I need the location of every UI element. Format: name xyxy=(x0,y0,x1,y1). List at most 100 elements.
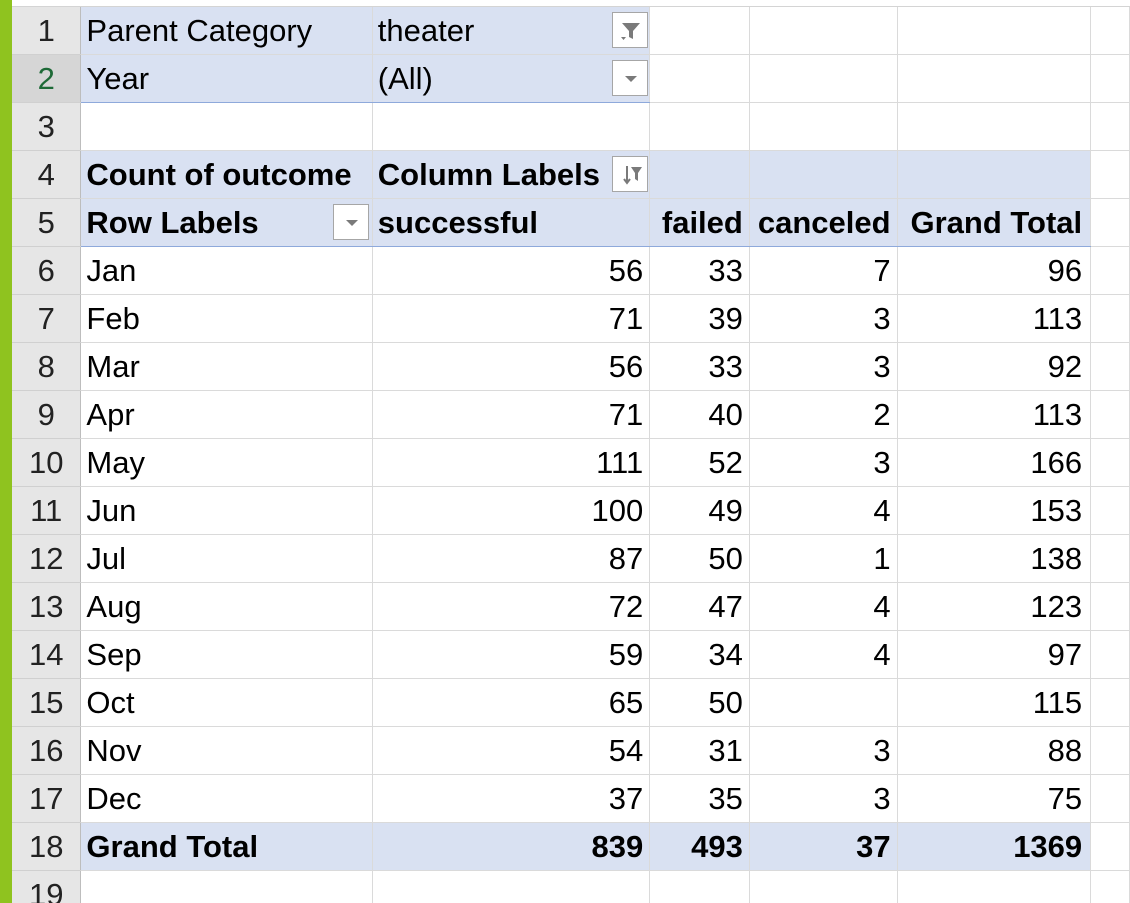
cell[interactable] xyxy=(1090,870,1130,903)
dropdown-arrow-icon[interactable] xyxy=(332,204,369,240)
value-canceled[interactable]: 3 xyxy=(749,774,898,823)
row-header[interactable]: 12 xyxy=(12,534,82,583)
cell[interactable] xyxy=(1090,438,1130,487)
cell[interactable] xyxy=(649,102,750,151)
cell[interactable] xyxy=(80,102,373,151)
value-grand-total[interactable]: 75 xyxy=(897,774,1092,823)
value-successful[interactable]: 59 xyxy=(372,630,651,679)
row-header[interactable]: 1 xyxy=(12,7,82,55)
value-failed[interactable]: 47 xyxy=(649,582,750,631)
row-label-cell[interactable]: Sep xyxy=(80,630,373,679)
value-grand-total[interactable]: 115 xyxy=(897,678,1092,727)
value-successful[interactable]: 37 xyxy=(372,774,651,823)
value-failed[interactable]: 35 xyxy=(649,774,750,823)
cell[interactable] xyxy=(1090,102,1130,151)
cell[interactable] xyxy=(749,54,898,103)
cell[interactable] xyxy=(897,7,1092,55)
row-header[interactable]: 6 xyxy=(12,246,82,295)
value-grand-total[interactable]: 96 xyxy=(897,246,1092,295)
cell[interactable] xyxy=(372,102,651,151)
row-header[interactable]: 13 xyxy=(12,582,82,631)
value-failed[interactable]: 50 xyxy=(649,678,750,727)
grand-total-successful[interactable]: 839 xyxy=(372,822,651,871)
row-header[interactable]: 18 xyxy=(12,822,82,871)
row-label-cell[interactable]: Jun xyxy=(80,486,373,535)
value-canceled[interactable] xyxy=(749,678,898,727)
grand-total-failed[interactable]: 493 xyxy=(649,822,750,871)
cell[interactable] xyxy=(1090,534,1130,583)
cell[interactable] xyxy=(749,870,898,903)
cell[interactable] xyxy=(1090,726,1130,775)
row-label-cell[interactable]: Mar xyxy=(80,342,373,391)
row-header[interactable]: 5 xyxy=(12,198,82,247)
row-header[interactable]: 11 xyxy=(12,486,82,535)
row-label-cell[interactable]: Nov xyxy=(80,726,373,775)
cell[interactable] xyxy=(1090,7,1130,55)
column-header-successful[interactable]: successful xyxy=(372,198,651,247)
value-grand-total[interactable]: 153 xyxy=(897,486,1092,535)
dropdown-arrow-icon[interactable] xyxy=(612,60,649,96)
column-labels-header[interactable]: Column Labels xyxy=(372,150,651,199)
value-canceled[interactable]: 1 xyxy=(749,534,898,583)
value-canceled[interactable]: 4 xyxy=(749,630,898,679)
cell[interactable] xyxy=(1090,678,1130,727)
row-label-cell[interactable]: Apr xyxy=(80,390,373,439)
cell[interactable] xyxy=(649,870,750,903)
row-header[interactable]: 10 xyxy=(12,438,82,487)
value-successful[interactable]: 72 xyxy=(372,582,651,631)
value-successful[interactable]: 71 xyxy=(372,390,651,439)
cell[interactable] xyxy=(749,7,898,55)
cell[interactable] xyxy=(1090,294,1130,343)
cell[interactable] xyxy=(1090,198,1130,247)
filter-applied-icon[interactable] xyxy=(612,12,649,48)
value-failed[interactable]: 39 xyxy=(649,294,750,343)
pivot-values-label[interactable]: Count of outcome xyxy=(80,150,373,199)
value-failed[interactable]: 33 xyxy=(649,342,750,391)
value-failed[interactable]: 50 xyxy=(649,534,750,583)
row-label-cell[interactable]: Aug xyxy=(80,582,373,631)
grand-total-canceled[interactable]: 37 xyxy=(749,822,898,871)
column-header-grand-total[interactable]: Grand Total xyxy=(897,198,1092,247)
cell[interactable] xyxy=(649,7,750,55)
pivot-header-cell[interactable] xyxy=(749,150,898,199)
value-grand-total[interactable]: 88 xyxy=(897,726,1092,775)
value-canceled[interactable]: 2 xyxy=(749,390,898,439)
value-failed[interactable]: 52 xyxy=(649,438,750,487)
value-successful[interactable]: 87 xyxy=(372,534,651,583)
value-canceled[interactable]: 4 xyxy=(749,582,898,631)
row-header[interactable]: 3 xyxy=(12,102,82,151)
row-label-cell[interactable]: Dec xyxy=(80,774,373,823)
cell[interactable] xyxy=(1090,390,1130,439)
cell[interactable] xyxy=(1090,246,1130,295)
filter-value-cell[interactable]: (All) xyxy=(372,54,651,103)
value-successful[interactable]: 56 xyxy=(372,246,651,295)
row-header[interactable]: 4 xyxy=(12,150,82,199)
row-header[interactable]: 2 xyxy=(12,54,82,103)
row-label-cell[interactable]: Jan xyxy=(80,246,373,295)
value-successful[interactable]: 111 xyxy=(372,438,651,487)
cell[interactable] xyxy=(897,54,1092,103)
value-failed[interactable]: 34 xyxy=(649,630,750,679)
value-failed[interactable]: 49 xyxy=(649,486,750,535)
value-failed[interactable]: 33 xyxy=(649,246,750,295)
pivot-header-cell[interactable] xyxy=(897,150,1092,199)
filter-label-cell[interactable]: Year xyxy=(80,54,373,103)
value-successful[interactable]: 100 xyxy=(372,486,651,535)
row-header[interactable]: 8 xyxy=(12,342,82,391)
row-header[interactable]: 14 xyxy=(12,630,82,679)
grand-total-label[interactable]: Grand Total xyxy=(80,822,373,871)
cell[interactable] xyxy=(1090,822,1130,871)
value-successful[interactable]: 65 xyxy=(372,678,651,727)
row-header[interactable]: 17 xyxy=(12,774,82,823)
row-label-cell[interactable]: May xyxy=(80,438,373,487)
cell[interactable] xyxy=(649,54,750,103)
value-grand-total[interactable]: 113 xyxy=(897,390,1092,439)
cell[interactable] xyxy=(1090,582,1130,631)
value-grand-total[interactable]: 113 xyxy=(897,294,1092,343)
cell[interactable] xyxy=(897,102,1092,151)
pivot-header-cell[interactable] xyxy=(649,150,750,199)
row-header[interactable]: 19 xyxy=(12,870,82,903)
row-labels-header[interactable]: Row Labels xyxy=(80,198,373,247)
cell[interactable] xyxy=(372,870,651,903)
grand-total-overall[interactable]: 1369 xyxy=(897,822,1092,871)
